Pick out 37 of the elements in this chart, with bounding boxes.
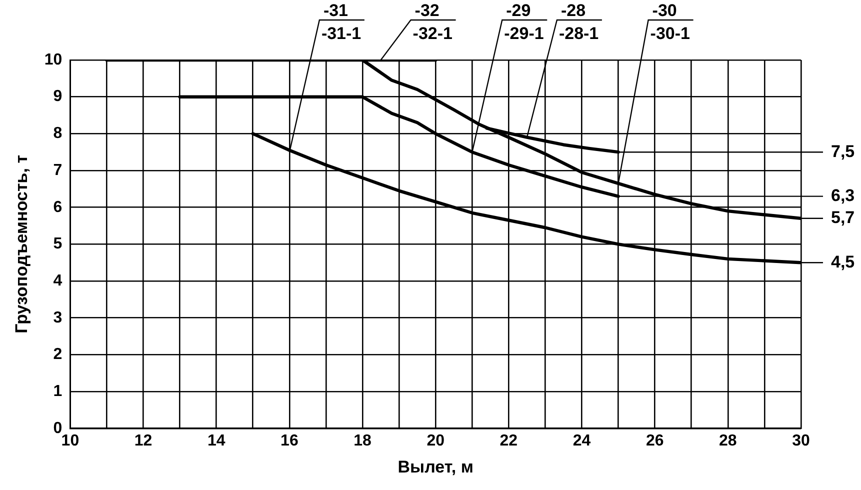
x-tick-label: 30 [792, 432, 810, 450]
x-axis-title: Вылет, м [398, 457, 474, 476]
x-tick-label: 28 [719, 432, 737, 450]
annotation: -30 [652, 1, 677, 20]
data-label: 7,5 [831, 142, 855, 161]
x-tick-label: 16 [280, 432, 298, 450]
x-tick-label: 12 [134, 432, 152, 450]
annotation: -32-1 [412, 24, 452, 43]
y-tick-label: 7 [53, 162, 62, 179]
x-tick-label: 26 [646, 432, 664, 450]
annotation: -31-1 [321, 24, 362, 43]
annotation: -28 [560, 1, 586, 20]
x-tick-label: 20 [426, 432, 445, 450]
data-label: 5,7 [831, 208, 855, 228]
y-tick-label: 5 [53, 236, 62, 253]
y-tick-label: 0 [53, 420, 62, 437]
x-tick-label: 18 [354, 432, 372, 450]
y-tick-label: 1 [53, 382, 62, 400]
annotation: -28-1 [558, 24, 599, 43]
y-tick-label: 9 [53, 88, 62, 106]
annotation: -32 [414, 1, 440, 20]
x-tick-label: 14 [207, 432, 226, 450]
y-tick-label: 10 [44, 51, 62, 68]
y-axis-title: Грузоподъемность, т [12, 154, 31, 334]
annotation: -31 [323, 1, 348, 20]
y-tick-label: 6 [53, 198, 62, 216]
x-tick-label: 24 [572, 432, 591, 450]
y-tick-label: 2 [53, 346, 62, 364]
y-tick-label: 3 [53, 309, 62, 326]
data-label: 6,3 [831, 186, 855, 205]
y-tick-label: 8 [53, 125, 62, 142]
annotation: -30-1 [650, 24, 690, 43]
data-label: 4,5 [831, 252, 855, 272]
y-tick-label: 4 [53, 272, 62, 290]
x-tick-label: 22 [500, 432, 518, 450]
annotation: -29-1 [504, 24, 544, 43]
annotation: -29 [506, 1, 531, 20]
